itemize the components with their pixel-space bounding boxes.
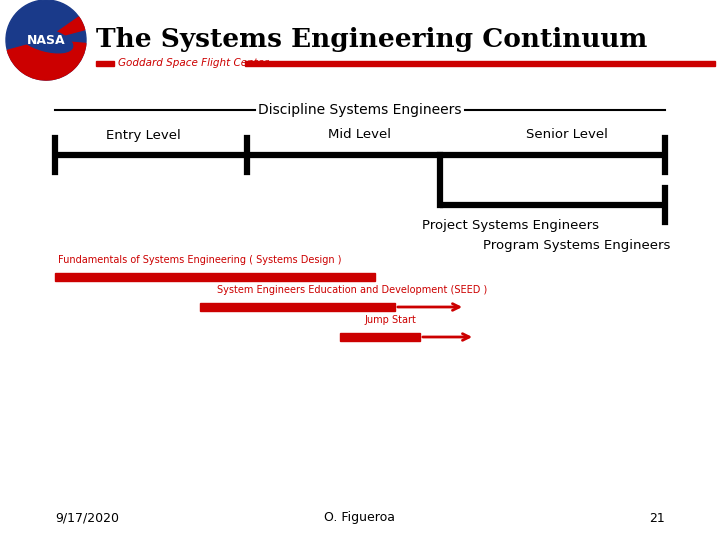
Text: Senior Level: Senior Level	[526, 129, 608, 141]
Text: Goddard Space Flight Center: Goddard Space Flight Center	[118, 58, 269, 68]
Circle shape	[6, 0, 86, 80]
Text: Fundamentals of Systems Engineering ( Systems Design ): Fundamentals of Systems Engineering ( Sy…	[58, 255, 342, 265]
Text: O. Figueroa: O. Figueroa	[325, 511, 395, 524]
Text: Entry Level: Entry Level	[106, 129, 181, 141]
Bar	[200, 303, 395, 311]
Text: Discipline Systems Engineers: Discipline Systems Engineers	[258, 103, 462, 117]
Wedge shape	[7, 40, 86, 80]
Text: 21: 21	[649, 511, 665, 524]
Ellipse shape	[19, 27, 73, 53]
Text: Program Systems Engineers: Program Systems Engineers	[483, 239, 671, 252]
Text: Mid Level: Mid Level	[328, 129, 392, 141]
Wedge shape	[46, 17, 85, 40]
Circle shape	[8, 2, 84, 78]
Text: Jump Start: Jump Start	[364, 315, 416, 325]
Bar	[96, 61, 114, 66]
Text: System Engineers Education and Development (SEED ): System Engineers Education and Developme…	[217, 285, 487, 295]
Text: The Systems Engineering Continuum: The Systems Engineering Continuum	[96, 28, 647, 52]
Text: NASA: NASA	[27, 33, 66, 46]
Bar	[245, 61, 715, 66]
Text: 9/17/2020: 9/17/2020	[55, 511, 119, 524]
Bar	[340, 333, 420, 341]
Bar	[55, 273, 375, 281]
Text: Project Systems Engineers: Project Systems Engineers	[421, 219, 598, 232]
